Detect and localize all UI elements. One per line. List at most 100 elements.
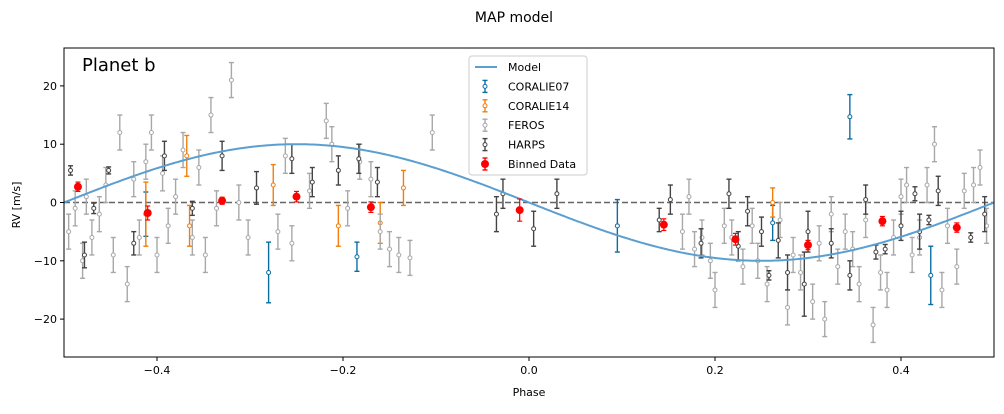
binned-point <box>952 223 961 232</box>
data-point <box>124 281 130 287</box>
data-point <box>275 229 281 235</box>
data-point <box>712 287 718 293</box>
data-point <box>801 281 807 287</box>
data-point <box>842 229 848 235</box>
x-tick-label: 0.0 <box>520 364 538 377</box>
data-point <box>400 185 406 191</box>
data-point <box>161 153 167 159</box>
data-point <box>939 287 945 293</box>
binned-point <box>731 235 740 244</box>
data-point <box>873 249 879 255</box>
data-point <box>493 211 499 217</box>
data-point <box>679 229 685 235</box>
legend-label: CORALIE07 <box>508 80 569 93</box>
legend-marker <box>482 142 488 148</box>
data-point <box>387 246 392 252</box>
legend-marker <box>482 122 488 128</box>
data-point <box>749 223 755 229</box>
data-point <box>189 234 195 240</box>
binned-point <box>73 182 82 191</box>
data-point <box>368 176 374 182</box>
y-tick-label: 20 <box>43 80 57 93</box>
data-point <box>912 191 918 197</box>
legend-entry: Binned Data <box>481 157 576 171</box>
x-tick-label: 0.4 <box>892 364 910 377</box>
data-point <box>184 153 190 159</box>
data-point <box>309 179 315 185</box>
y-axis-label: RV [m/s] <box>10 182 23 229</box>
model-curve <box>64 143 994 262</box>
binned-point <box>292 192 301 201</box>
data-point <box>554 191 560 197</box>
data-point <box>766 272 772 278</box>
data-point <box>110 252 116 258</box>
data-point <box>805 229 811 235</box>
data-point <box>928 272 934 278</box>
data-point <box>835 264 841 270</box>
data-point <box>856 281 862 287</box>
data-point <box>196 165 202 171</box>
data-point <box>667 197 673 203</box>
data-point <box>289 156 295 162</box>
data-point <box>764 281 770 287</box>
series-coralie14 <box>143 134 776 247</box>
x-axis-label: Phase <box>513 386 546 399</box>
data-point <box>954 264 960 270</box>
data-point <box>173 194 179 200</box>
data-point <box>790 252 796 258</box>
data-point <box>924 182 930 188</box>
data-point <box>236 200 242 205</box>
data-point <box>72 205 78 211</box>
binned-point <box>143 208 152 217</box>
data-point <box>707 258 713 264</box>
series-harps <box>68 140 988 317</box>
legend-label: CORALIE14 <box>508 100 569 113</box>
data-point <box>266 269 272 275</box>
data-point <box>982 211 988 217</box>
data-point <box>816 240 822 246</box>
binned-point <box>515 206 524 215</box>
series-feros <box>66 61 990 344</box>
data-point <box>686 194 692 200</box>
data-point <box>931 141 937 147</box>
data-point <box>254 185 260 191</box>
binned-point <box>218 196 227 205</box>
data-point <box>429 130 435 136</box>
data-point <box>307 188 313 194</box>
legend-label: FEROS <box>508 119 545 132</box>
data-point <box>377 229 383 235</box>
data-point <box>863 197 869 203</box>
data-point <box>961 188 967 194</box>
data-point <box>180 147 186 153</box>
data-point <box>160 170 166 176</box>
data-point <box>66 229 72 235</box>
data-point <box>165 223 171 229</box>
binned-point <box>804 241 812 250</box>
data-point <box>374 179 380 185</box>
data-point <box>898 194 904 200</box>
legend-entry: Model <box>475 61 541 74</box>
legend-entry: CORALIE14 <box>482 99 569 113</box>
x-tick-label: 0.2 <box>706 364 724 377</box>
data-point <box>898 223 904 229</box>
binned-point <box>366 203 375 212</box>
legend-label: Model <box>508 61 541 74</box>
data-point <box>935 188 941 194</box>
data-point <box>354 254 360 260</box>
data-point <box>847 272 853 278</box>
data-point <box>904 182 910 188</box>
data-point <box>882 246 888 252</box>
y-tick-label: −10 <box>34 255 57 268</box>
data-point <box>726 191 732 197</box>
data-point <box>143 159 149 165</box>
legend-marker <box>482 83 488 89</box>
data-point <box>91 205 97 211</box>
legend-marker <box>481 160 489 168</box>
data-point <box>945 223 950 229</box>
data-point <box>863 217 869 223</box>
data-point <box>89 234 95 240</box>
data-point <box>770 220 776 226</box>
data-point <box>798 269 804 275</box>
data-point <box>692 246 698 252</box>
data-point <box>208 112 214 118</box>
